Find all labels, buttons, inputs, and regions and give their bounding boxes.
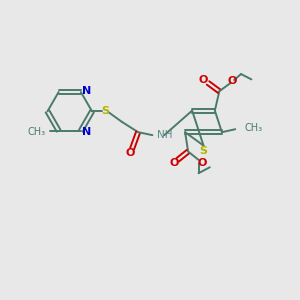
Text: CH₃: CH₃: [245, 123, 263, 133]
Text: O: O: [169, 158, 179, 168]
Text: N: N: [82, 127, 91, 137]
Text: CH₃: CH₃: [27, 127, 45, 137]
Text: NH: NH: [158, 130, 173, 140]
Text: O: O: [227, 76, 237, 85]
Text: S: S: [200, 146, 208, 157]
Text: O: O: [199, 75, 208, 85]
Text: O: O: [197, 158, 207, 168]
Text: O: O: [126, 148, 135, 158]
Text: N: N: [82, 85, 91, 96]
Text: S: S: [101, 106, 110, 116]
